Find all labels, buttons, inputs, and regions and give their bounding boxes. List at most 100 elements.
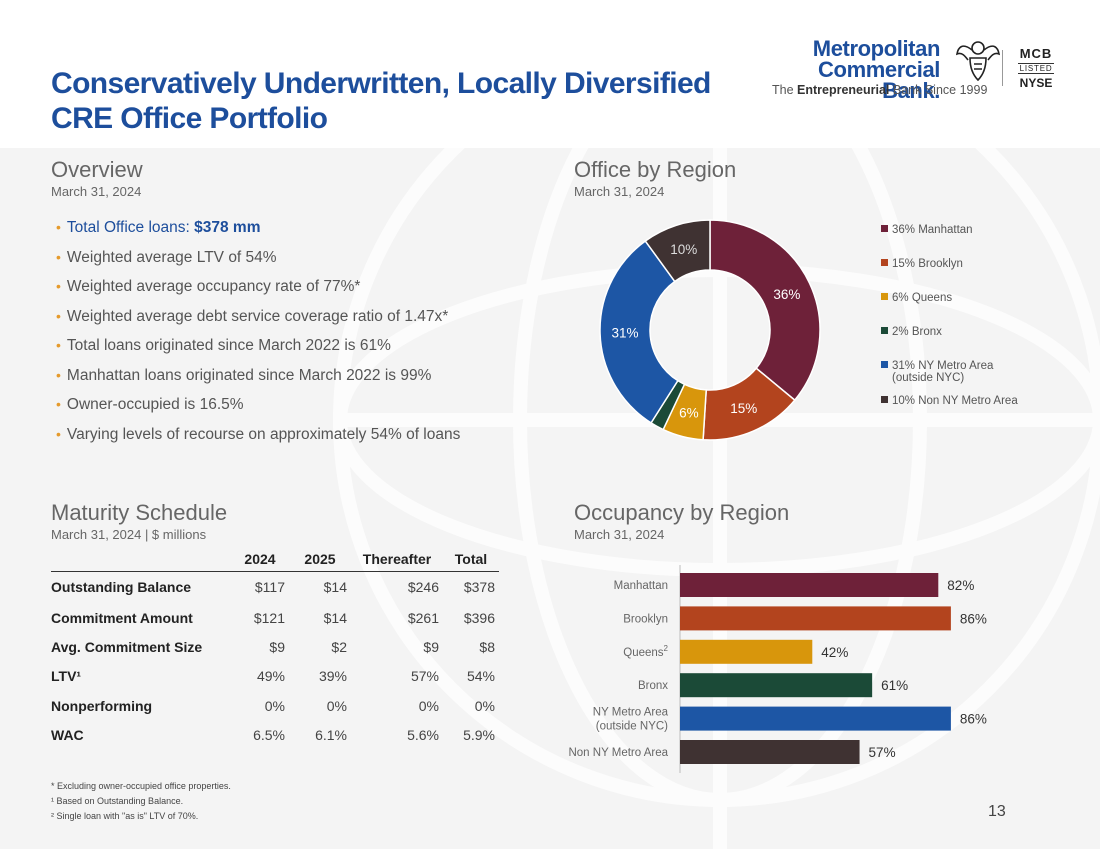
category-tick-label: (outside NYC) [596, 721, 668, 733]
office-region-date: March 31, 2024 [574, 184, 665, 199]
table-row: LTV¹ 49% 39% 57% 54% [51, 662, 499, 691]
bar-data-label: 86% [960, 611, 987, 626]
legend-swatch [881, 225, 888, 232]
table-cell: 5.6% [407, 726, 439, 743]
legend-label: 2% Bronx [892, 326, 942, 338]
donut-data-label: 15% [730, 401, 757, 416]
table-cell: 0% [418, 697, 439, 714]
table-cell: $396 [463, 609, 495, 626]
table-cell: $8 [479, 638, 495, 655]
list-item: • Total Office loans: $378 mm [56, 219, 261, 236]
legend-item: 15% Brooklyn [881, 258, 963, 270]
list-item: • Manhattan loans originated since March … [56, 366, 432, 384]
logo-tagline: The Entrepreneurial Bank Since 1999 [772, 83, 988, 97]
table-cell: $2 [331, 638, 347, 655]
table-cell: 6.5% [253, 726, 285, 743]
table-row: WAC 6.5% 6.1% 5.6% 5.9% [51, 720, 499, 749]
legend-swatch [881, 259, 888, 266]
legend-item: 2% Bronx [881, 326, 942, 338]
footnote: * Excluding owner-occupied office proper… [51, 781, 231, 791]
row-label: Nonperforming [51, 697, 153, 714]
table-cell: $246 [407, 579, 439, 596]
occupancy-date: March 31, 2024 [574, 527, 665, 542]
table-row: Nonperforming 0% 0% 0% 0% [51, 691, 499, 720]
occupancy-bar [680, 706, 951, 731]
column-header: Thereafter [351, 547, 443, 572]
header-band [0, 0, 1100, 148]
column-header: Total [443, 547, 499, 572]
occupancy-bar [680, 573, 939, 597]
table-cell: 5.9% [463, 726, 495, 743]
category-tick-label: Bronx [638, 680, 668, 692]
bar-data-label: 86% [960, 712, 987, 727]
legend-label: 15% Brooklyn [892, 258, 963, 270]
table-cell: 54% [466, 668, 495, 685]
table-cell: 57% [410, 668, 439, 685]
category-tick-label: Manhattan [614, 580, 668, 592]
row-label: Avg. Commitment Size [51, 638, 203, 655]
donut-data-label: 10% [670, 242, 697, 257]
table-cell: 49% [256, 668, 285, 685]
overview-bullet-list: • Total Office loans: $378 mm • Weighted a… [56, 213, 536, 449]
bank-logo: Metropolitan Commercial Bank. The Entrep… [770, 36, 1070, 106]
page-number: 13 [988, 803, 1006, 820]
logo-divider [1002, 50, 1003, 86]
row-label: WAC [51, 726, 84, 743]
legend-label: (outside NYC) [892, 372, 965, 384]
list-item: • Weighted average debt service coverage … [56, 307, 449, 325]
table-header-row: 2024 2025 Thereafter Total [51, 547, 499, 572]
bar-data-label: 61% [881, 678, 908, 693]
maturity-heading: Maturity Schedule [51, 500, 228, 525]
occupancy-bar-chart: 82% Manhattan 86% Brooklyn 42% Queens2 61% Bron… [568, 565, 987, 773]
legend-swatch [881, 396, 888, 403]
column-header-blank [51, 547, 231, 572]
overview-heading: Overview [51, 157, 143, 182]
occupancy-bar [680, 606, 951, 631]
legend-item: 36% Manhattan [881, 224, 973, 236]
table-cell: $14 [323, 579, 347, 596]
list-item: • Weighted average occupancy rate of 77%* [56, 278, 361, 295]
category-tick-label: Brooklyn [623, 613, 668, 625]
donut-data-label: 36% [773, 287, 800, 302]
table-cell: $117 [254, 579, 285, 596]
table-cell: $9 [269, 638, 285, 655]
office-region-donut-chart: 36% 15% 6% 31% 10% [599, 219, 821, 441]
table-cell: $121 [253, 609, 285, 626]
footnotes: * Excluding owner-occupied office proper… [51, 779, 231, 824]
table-row: Avg. Commitment Size $9 $2 $9 $8 [51, 632, 499, 661]
row-label: Commitment Amount [51, 609, 193, 626]
category-tick-label: Queens2 [623, 644, 668, 659]
category-tick-label: NY Metro Area [593, 707, 669, 719]
donut-slice-4 [599, 239, 679, 424]
logo-bank-name: Metropolitan Commercial Bank. [812, 36, 941, 103]
occupancy-bar [680, 673, 873, 698]
maturity-subtitle: March 31, 2024 | $ millions [51, 527, 207, 542]
occupancy-bar [680, 639, 813, 664]
list-item: • Weighted average LTV of 54% [56, 248, 277, 266]
legend-item: 10% Non NY Metro Area [881, 395, 1018, 407]
legend-label: 36% Manhattan [892, 224, 973, 236]
page-title: Conservatively Underwritten, Locally Div… [51, 67, 711, 135]
table-cell: $9 [423, 638, 439, 655]
bar-data-label: 82% [947, 578, 974, 593]
table-cell: 0% [264, 697, 285, 714]
footnote-marker: 2 [664, 644, 669, 653]
legend-label: 31% NY Metro Area [892, 360, 994, 372]
row-label: LTV¹ [51, 668, 82, 685]
column-header: 2025 [289, 547, 351, 572]
footnote: ² Single loan with "as is" LTV of 70%. [51, 811, 199, 821]
donut-data-label: 6% [679, 405, 699, 420]
table-cell: 6.1% [315, 726, 347, 743]
legend-item: 6% Queens [881, 292, 952, 304]
footnote: ¹ Based on Outstanding Balance. [51, 796, 184, 806]
legend-label: 10% Non NY Metro Area [892, 395, 1018, 407]
donut-slice-0 [709, 219, 821, 402]
legend-swatch [881, 327, 888, 334]
bar-data-label: 42% [821, 645, 848, 660]
table-cell: $378 [463, 579, 495, 596]
occupancy-heading: Occupancy by Region [574, 500, 790, 525]
category-tick-label: Non NY Metro Area [568, 747, 668, 759]
table-cell: $14 [323, 609, 347, 626]
legend-swatch [881, 293, 888, 300]
table-cell: 0% [326, 697, 347, 714]
